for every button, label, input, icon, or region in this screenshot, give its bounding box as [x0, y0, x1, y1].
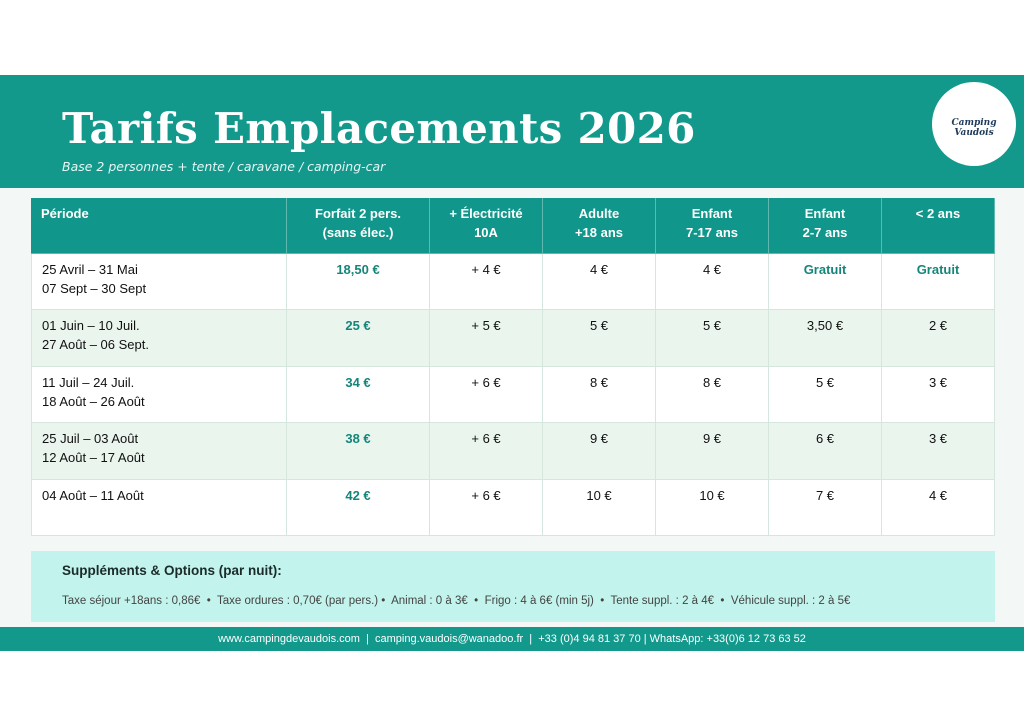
table-cell: 3 €	[882, 367, 995, 423]
table-cell: Période	[31, 198, 287, 254]
table-cell: 38 €	[287, 423, 430, 480]
cell-line: +18 ans	[574, 225, 624, 240]
supplements-text: Taxe séjour +18ans : 0,86€ • Taxe ordure…	[62, 595, 851, 607]
cell-line: Enfant	[691, 206, 733, 221]
cell-line: 25 Avril – 31 Mai	[42, 262, 138, 277]
table-cell: 9 €	[543, 423, 656, 480]
cell-line: 25 Juil – 03 Août	[42, 431, 139, 446]
table-cell: + Électricité 10A	[430, 198, 543, 254]
table-cell: Gratuit	[769, 254, 882, 310]
table-cell: Enfant 2-7 ans	[769, 198, 882, 254]
supplements-title: Suppléments & Options (par nuit):	[62, 563, 282, 578]
cell-line: 04 Août – 11 Août	[42, 488, 144, 503]
cell-line: Adulte	[578, 206, 620, 221]
table-cell: 4 €	[543, 254, 656, 310]
cell-line: 27 Août – 06 Sept.	[42, 337, 149, 352]
table-cell: 4 €	[882, 480, 995, 536]
supplements-box	[31, 551, 995, 622]
cell-line: Forfait 2 pers.	[315, 206, 401, 221]
table-cell: 8 €	[543, 367, 656, 423]
cell-line: (sans élec.)	[322, 225, 394, 240]
cell-line: 07 Sept – 30 Sept	[42, 281, 147, 296]
table-cell: 4 €	[656, 254, 769, 310]
cell-line: 7-17 ans	[685, 225, 739, 240]
table-cell: < 2 ans	[882, 198, 995, 254]
title: Tarifs Emplacements 2026	[62, 104, 696, 153]
table-cell: 2 €	[882, 310, 995, 367]
table-cell: 42 €	[287, 480, 430, 536]
table-cell: 8 €	[656, 367, 769, 423]
cell-line: 18 Août – 26 Août	[42, 394, 145, 409]
table-cell: 3 €	[882, 423, 995, 480]
cell-line: < 2 ans	[915, 206, 961, 221]
subtitle: Base 2 personnes + tente / caravane / ca…	[62, 159, 386, 174]
cell-line: 2-7 ans	[802, 225, 848, 240]
table-cell: 10 €	[543, 480, 656, 536]
cell-line: Période	[41, 206, 89, 221]
table-cell: 25 Juil – 03 Août 12 Août – 17 Août	[31, 423, 287, 480]
logo-text: Camping	[951, 118, 997, 128]
cell-line: 10A	[474, 225, 498, 240]
table-cell: Adulte +18 ans	[543, 198, 656, 254]
table-cell: 25 Avril – 31 Mai 07 Sept – 30 Sept	[31, 254, 287, 310]
logo-text: Vaudois	[954, 128, 994, 138]
table-cell: 3,50 €	[769, 310, 882, 367]
table-cell: Enfant 7-17 ans	[656, 198, 769, 254]
table-cell: 9 €	[656, 423, 769, 480]
cell-line: 01 Juin – 10 Juil.	[42, 318, 140, 333]
table-cell: 18,50 €	[287, 254, 430, 310]
table-cell: 11 Juil – 24 Juil. 18 Août – 26 Août	[31, 367, 287, 423]
table-cell: + 5 €	[430, 310, 543, 367]
table-cell: + 6 €	[430, 480, 543, 536]
table-cell: 10 €	[656, 480, 769, 536]
table-cell: 34 €	[287, 367, 430, 423]
table-cell: + 6 €	[430, 367, 543, 423]
table-cell: 01 Juin – 10 Juil. 27 Août – 06 Sept.	[31, 310, 287, 367]
table-cell: 5 €	[769, 367, 882, 423]
table-cell: 5 €	[656, 310, 769, 367]
table-cell: 6 €	[769, 423, 882, 480]
table-cell: + 6 €	[430, 423, 543, 480]
cell-line: 12 Août – 17 Août	[42, 450, 145, 465]
table-cell: Gratuit	[882, 254, 995, 310]
cell-line: 11 Juil – 24 Juil.	[42, 375, 135, 390]
table-cell: 7 €	[769, 480, 882, 536]
logo: Camping Vaudois	[932, 82, 1016, 166]
header-band	[0, 75, 1024, 188]
table-cell: + 4 €	[430, 254, 543, 310]
footer: www.campingdevaudois.com | camping.vaudo…	[0, 627, 1024, 651]
table-cell: 5 €	[543, 310, 656, 367]
table-cell: 25 €	[287, 310, 430, 367]
table-cell: Forfait 2 pers. (sans élec.)	[287, 198, 430, 254]
cell-line: Enfant	[804, 206, 846, 221]
table-cell: 04 Août – 11 Août	[31, 480, 287, 536]
cell-line: + Électricité	[449, 206, 523, 221]
